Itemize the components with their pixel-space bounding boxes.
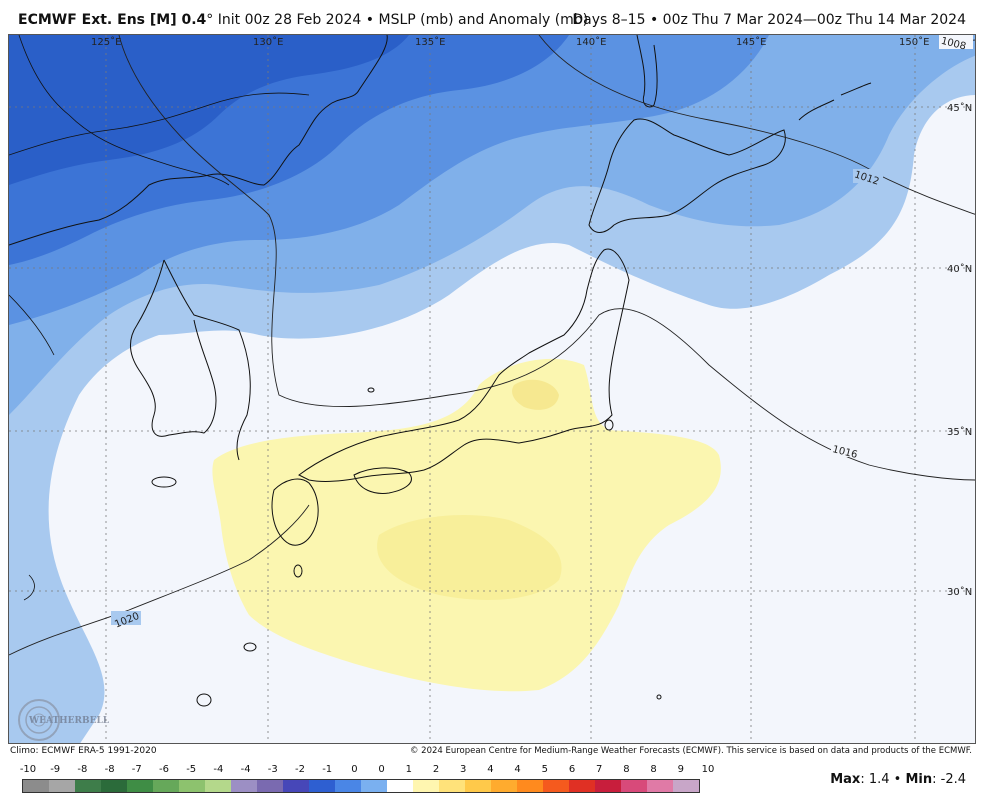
legend-labels: -10 -9 -8 -8 -7 -6 -5 -4 -4 -3 -2 -1 0 0 1 2 3 4 4 5 6 7 8 8 9 10 bbox=[19, 764, 715, 778]
legend-swatch bbox=[465, 780, 491, 792]
legend-swatch bbox=[517, 780, 543, 792]
legend-swatch bbox=[543, 780, 569, 792]
legend-label: 4 bbox=[487, 764, 494, 775]
min-label: Min bbox=[905, 772, 933, 787]
anomaly-positive-core bbox=[377, 515, 562, 600]
map-svg[interactable]: 1008 1012 1016 1020 125˚E 130˚E 135˚E 14… bbox=[9, 35, 976, 744]
header: ECMWF Ext. Ens [M] 0.4° Init 00z 28 Feb … bbox=[0, 0, 984, 34]
bullet: • bbox=[365, 12, 375, 28]
legend-label: -2 bbox=[295, 764, 305, 775]
graticule bbox=[9, 35, 975, 743]
legend-label: 0 bbox=[378, 764, 385, 775]
legend-swatch bbox=[621, 780, 647, 792]
lon-label-140: 140˚E bbox=[576, 36, 606, 48]
copyright-note: © 2024 European Centre for Medium-Range … bbox=[409, 746, 972, 756]
lon-label-135: 135˚E bbox=[415, 36, 445, 48]
isobar-labels: 1008 1012 1016 1020 bbox=[111, 35, 973, 631]
lon-label-145: 145˚E bbox=[736, 36, 766, 48]
legend-label: 10 bbox=[701, 764, 715, 775]
legend-label: 5 bbox=[541, 764, 548, 775]
min-value: -2.4 bbox=[940, 772, 966, 787]
legend-label: 0 bbox=[351, 764, 358, 775]
lon-label-125: 125˚E bbox=[91, 36, 121, 48]
legend-label: 6 bbox=[568, 764, 576, 775]
legend-swatch bbox=[179, 780, 205, 792]
climo-note: Climo: ECMWF ERA-5 1991-2020 bbox=[10, 746, 157, 756]
legend-label: -9 bbox=[50, 764, 61, 775]
weatherbell-logo: WEATHERBELL bbox=[18, 699, 110, 741]
isobars bbox=[9, 35, 975, 656]
legend-swatch bbox=[673, 780, 699, 792]
chart-title: ECMWF Ext. Ens [M] 0.4° Init 00z 28 Feb … bbox=[18, 12, 588, 28]
legend-swatch bbox=[569, 780, 595, 792]
legend-swatch bbox=[75, 780, 101, 792]
legend-swatch bbox=[205, 780, 231, 792]
legend-swatch bbox=[101, 780, 127, 792]
degree-symbol: ° bbox=[206, 12, 214, 28]
longitude-labels: 125˚E 130˚E 135˚E 140˚E 145˚E 150˚E bbox=[91, 36, 929, 48]
legend-label: 1 bbox=[405, 764, 412, 775]
legend-label: -8 bbox=[77, 764, 88, 775]
legend-swatch bbox=[309, 780, 335, 792]
legend-swatch bbox=[595, 780, 621, 792]
legend-swatch bbox=[491, 780, 517, 792]
max-value: 1.4 bbox=[868, 772, 890, 787]
legend-swatch bbox=[647, 780, 673, 792]
legend-swatch bbox=[439, 780, 465, 792]
lon-label-130: 130˚E bbox=[253, 36, 283, 48]
legend-swatch bbox=[49, 780, 75, 792]
legend-swatch bbox=[361, 780, 387, 792]
anomaly-positive-spot bbox=[512, 379, 559, 410]
legend-label: -7 bbox=[131, 764, 142, 775]
watermark-text: WEATHERBELL bbox=[28, 716, 110, 726]
legend-swatch bbox=[283, 780, 309, 792]
isobar-1016 bbox=[118, 35, 975, 481]
legend-label: 4 bbox=[514, 764, 521, 775]
isobar-1012 bbox=[538, 35, 975, 215]
legend-label: 2 bbox=[432, 764, 440, 775]
legend-swatch bbox=[153, 780, 179, 792]
legend-label: -1 bbox=[322, 764, 333, 775]
legend-swatch bbox=[335, 780, 361, 792]
map-panel[interactable]: 1008 1012 1016 1020 125˚E 130˚E 135˚E 14… bbox=[8, 34, 976, 744]
legend-label: 7 bbox=[596, 764, 603, 775]
max-label: Max bbox=[830, 772, 861, 787]
coastlines bbox=[9, 35, 872, 707]
init-time: Init 00z 28 Feb 2024 bbox=[217, 12, 362, 28]
lon-label-150: 150˚E bbox=[899, 36, 929, 48]
legend-label: -4 bbox=[213, 764, 224, 775]
legend-label: -8 bbox=[104, 764, 115, 775]
legend-swatch bbox=[127, 780, 153, 792]
color-legend: -10 -9 -8 -8 -7 -6 -5 -4 -4 -3 -2 -1 0 0 1 2 3 4 4 5 6 7 8 8 9 10 bbox=[19, 762, 715, 802]
latitude-labels: 45˚N 40˚N 35˚N 30˚N bbox=[947, 102, 972, 598]
isobar-1020 bbox=[9, 504, 310, 656]
max-min-stats: Max: 1.4 • Min: -2.4 bbox=[830, 772, 966, 787]
legend-label: -5 bbox=[186, 764, 197, 775]
legend-bar bbox=[22, 779, 700, 793]
legend-swatch bbox=[387, 780, 413, 792]
legend-label: 8 bbox=[650, 764, 657, 775]
legend-label: -3 bbox=[267, 764, 278, 775]
legend-label: 8 bbox=[623, 764, 630, 775]
legend-label: 9 bbox=[677, 764, 684, 775]
lat-label-30: 30˚N bbox=[947, 586, 972, 598]
legend-swatch bbox=[413, 780, 439, 792]
model-name: ECMWF Ext. Ens [M] 0.4 bbox=[18, 12, 207, 28]
valid-period: Days 8–15 • 00z Thu 7 Mar 2024—00z Thu 1… bbox=[572, 12, 966, 28]
legend-swatch bbox=[257, 780, 283, 792]
legend-label: -6 bbox=[159, 764, 169, 775]
variable-name: MSLP (mb) and Anomaly (mb) bbox=[378, 12, 589, 28]
legend-swatch bbox=[231, 780, 257, 792]
lat-label-40: 40˚N bbox=[947, 263, 972, 275]
lat-label-35: 35˚N bbox=[947, 426, 972, 438]
legend-label: 3 bbox=[460, 764, 467, 775]
legend-swatch bbox=[23, 780, 49, 792]
lat-label-45: 45˚N bbox=[947, 102, 972, 114]
legend-label: -4 bbox=[240, 764, 251, 775]
legend-label: -10 bbox=[19, 764, 37, 775]
anomaly-band-darkest bbox=[9, 35, 409, 185]
